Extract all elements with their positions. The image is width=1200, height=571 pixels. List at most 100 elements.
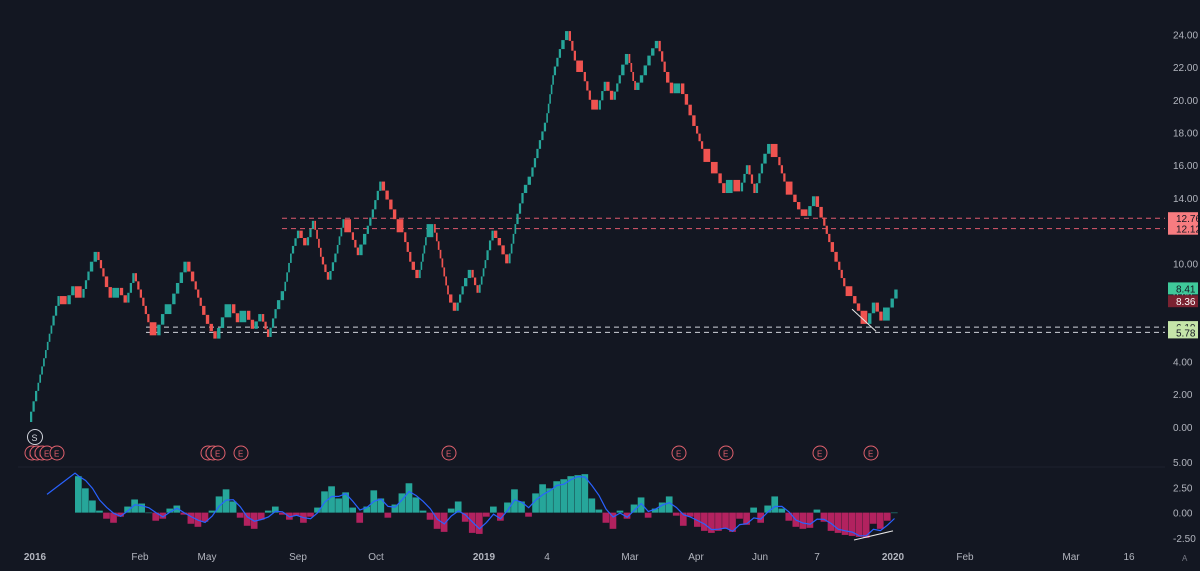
renko-brick [733,179,741,192]
renko-brick [93,251,97,262]
renko-brick [482,268,485,277]
renko-brick [868,313,872,324]
x-tick-label: 4 [544,552,550,563]
histogram-bar [757,512,764,523]
renko-brick [624,53,629,65]
auto-scale-button[interactable]: A [1182,554,1188,563]
renko-brick [796,202,801,210]
histogram-bar [412,497,420,513]
renko-brick [875,302,879,312]
renko-brick [127,292,130,303]
renko-brick [299,230,303,238]
x-tick-label: 16 [1123,552,1135,563]
renko-brick [464,278,468,287]
histogram-bar [820,512,828,522]
histogram-bar [314,507,321,513]
earnings-marker-icon[interactable] [233,445,249,461]
renko-brick [543,122,547,132]
histogram-bar [497,512,504,521]
histogram-bar [278,512,286,515]
histogram-bar [117,512,124,517]
renko-brick [41,366,43,375]
renko-brick [476,285,479,293]
renko-brick [558,49,562,58]
renko-brick [311,220,315,229]
renko-brick [129,282,133,293]
histogram-bar [630,504,638,513]
level-tag-label: 12.12 [1176,225,1200,236]
renko-brick [452,302,457,311]
y-tick-label: 16.00 [1173,161,1198,172]
earnings-marker-icon[interactable] [812,445,828,461]
histogram-bar [103,512,110,519]
renko-brick [484,260,487,269]
renko-brick [160,314,165,325]
renko-brick [853,296,857,304]
histogram-bar [363,506,371,513]
renko-brick [423,245,426,254]
earnings-marker-icon[interactable] [49,445,65,461]
split-marker-icon[interactable] [27,429,43,445]
histogram-bar [187,512,195,524]
renko-brick [269,327,272,337]
renko-brick [591,99,598,110]
histogram-bar [271,506,279,513]
renko-brick [415,269,419,279]
renko-brick [419,269,421,279]
renko-brick [514,224,517,234]
renko-brick [331,262,335,271]
renko-brick [783,173,786,182]
earnings-marker-icon[interactable] [671,445,687,461]
histogram-bar [229,501,237,513]
renko-brick [700,141,704,149]
earnings-marker-icon[interactable] [441,445,457,461]
histogram-bar [398,493,406,513]
histogram-bar [834,512,842,533]
renko-brick [434,224,436,233]
renko-brick [692,115,696,126]
renko-brick [718,173,722,184]
renko-brick [205,314,210,324]
renko-brick [828,233,831,243]
renko-brick [67,295,71,305]
renko-brick [488,240,492,251]
histogram-bar [426,512,434,520]
renko-brick [43,358,45,367]
renko-brick [84,280,88,289]
renko-brick [258,314,262,322]
renko-brick [628,53,631,63]
histogram-bar [405,483,413,513]
earnings-marker-icon[interactable] [718,445,734,461]
renko-brick [647,55,651,66]
earnings-marker-icon[interactable] [863,445,879,461]
histogram-bar [328,486,335,513]
histogram-bar [356,512,364,523]
histogram-bar [159,512,167,519]
renko-brick [288,262,290,273]
histogram-bar [124,506,131,513]
histogram-bar [419,510,427,513]
earnings-marker-icon[interactable] [210,445,226,461]
histogram-bar [553,481,560,513]
renko-brick [306,237,310,246]
histogram-bar [686,512,694,517]
renko-brick [785,181,793,195]
histogram-bar [771,496,779,513]
histogram-bar [377,498,385,513]
renko-brick [334,253,337,263]
renko-brick [894,289,898,299]
histogram-bar [890,512,898,514]
histogram-bar [855,512,863,537]
y-tick-label: 20.00 [1173,96,1198,107]
renko-brick [44,350,47,359]
renko-brick [669,82,674,94]
histogram-bar [145,512,153,514]
histogram-bar [595,509,603,513]
renko-brick [316,229,318,239]
renko-brick [274,309,277,319]
renko-brick [486,250,489,261]
renko-brick [385,190,389,200]
histogram-bar [307,512,314,517]
